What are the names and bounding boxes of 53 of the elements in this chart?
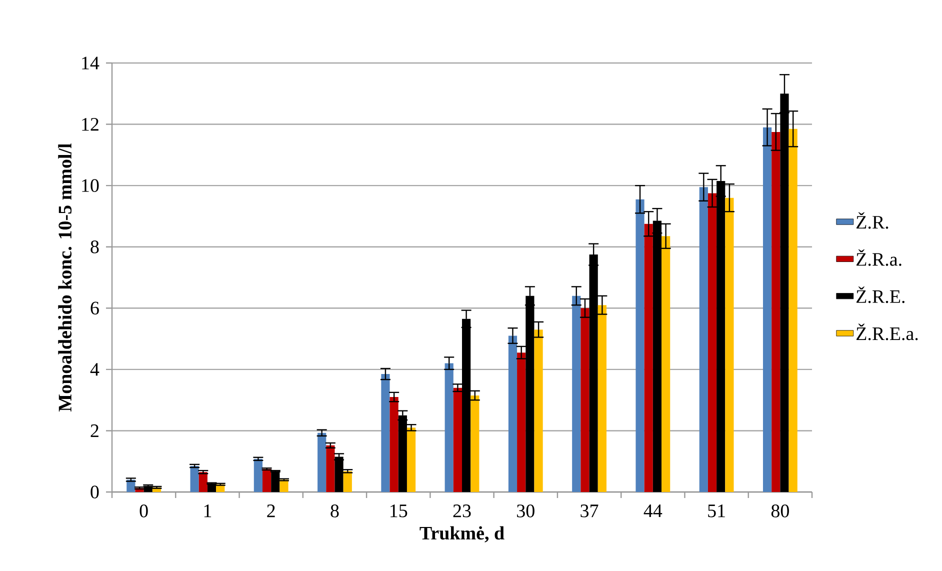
legend-label: Ž.R.a. [856,249,902,266]
bar [725,198,734,492]
bar [508,336,518,492]
legend-label: Ž.R. [856,212,888,229]
y-tick-label: 12 [82,118,98,131]
bar [190,466,199,492]
x-tick-label: 80 [771,504,789,518]
bar [636,199,644,492]
bar [406,428,416,492]
bar [198,472,208,492]
x-tick-label: 0 [140,504,148,518]
bar [343,471,352,492]
x-tick-label: 8 [330,504,339,518]
bar [708,193,717,492]
bar [453,388,462,492]
bar [762,127,772,492]
x-tick-label: 23 [453,504,471,518]
y-tick-label: 2 [90,424,98,438]
bar [262,469,272,492]
y-tick-label: 8 [90,240,99,254]
x-tick-label: 1 [204,504,212,518]
bar [517,352,526,492]
x-tick-label: 2 [267,504,275,518]
bar [662,236,670,492]
bar [470,395,480,492]
bar [534,330,543,492]
bar [444,363,454,492]
bar [788,128,798,492]
x-tick-label: 44 [644,504,662,518]
x-tick-label: 37 [580,504,598,518]
bar [572,296,581,492]
bar [390,397,398,492]
bar [598,305,606,492]
x-tick-label: 30 [517,504,534,518]
bar [580,308,590,492]
bar [254,458,262,492]
x-tick-label: 51 [708,504,725,518]
y-tick-label: 4 [90,363,100,376]
y-tick-label: 0 [90,486,99,498]
legend-label: Ž.R.E. [856,286,904,304]
bar [318,432,326,492]
bar [381,374,390,492]
bar [644,224,653,492]
y-tick-label: 10 [82,179,99,192]
bar [772,132,780,492]
bar [699,187,708,492]
x-tick-label: 15 [390,504,408,518]
x-axis-title: Trukmė, d [420,526,504,542]
bar [326,445,335,492]
legend-label: Ž.R.E.a. [856,324,918,340]
y-axis-title: Monoaldehido konc. 10-5 mmol/l [58,144,72,412]
y-tick-label: 6 [90,302,99,315]
y-tick-label: 14 [82,56,100,70]
